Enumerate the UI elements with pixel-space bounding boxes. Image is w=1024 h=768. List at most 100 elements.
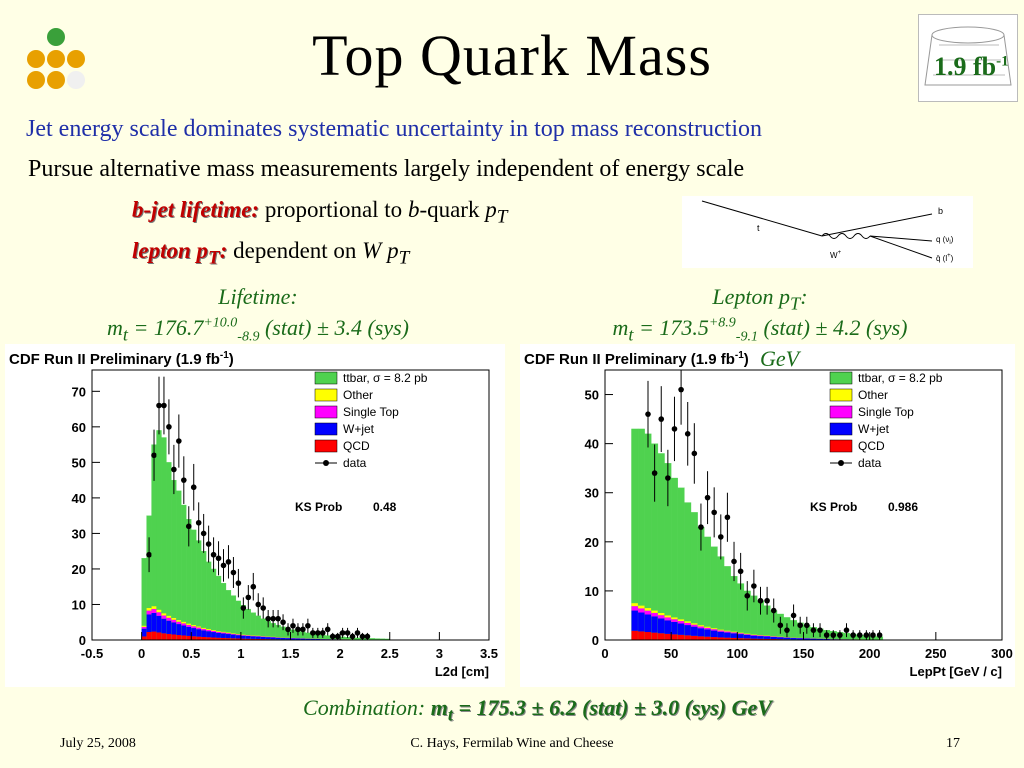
- ttbar-bar: [730, 576, 738, 641]
- qcd-bar: [691, 635, 698, 640]
- ttbar-bar: [201, 551, 207, 641]
- single-top-bar: [146, 610, 152, 615]
- single-top-bar: [211, 630, 217, 633]
- qcd-bar: [161, 633, 167, 640]
- single-top-bar: [186, 624, 192, 627]
- single-top-bar: [704, 627, 711, 630]
- x-tick-label: 0.5: [182, 646, 200, 661]
- lifetime-label: b-jet lifetime:: [132, 197, 260, 222]
- other-bar: [704, 626, 711, 628]
- legend-swatch: [829, 388, 853, 402]
- lepton-pt-mass-unit: GeV: [760, 346, 800, 371]
- data-point: [176, 438, 182, 444]
- single-top-bar: [240, 635, 246, 636]
- wjet-bar: [186, 626, 192, 636]
- data-point: [166, 424, 172, 430]
- data-point: [731, 558, 737, 565]
- other-bar: [671, 617, 678, 620]
- ttbar-bar: [156, 430, 162, 641]
- data-point: [275, 615, 281, 622]
- wjet-bar: [320, 639, 326, 640]
- qcd-bar: [181, 635, 187, 640]
- slide-title: Top Quark Mass: [312, 23, 712, 88]
- ttbar-bar: [710, 546, 718, 641]
- wjet-bar: [790, 638, 797, 640]
- x-tick-label: 2: [337, 646, 344, 661]
- wjet-bar: [245, 636, 251, 639]
- wjet-bar: [697, 628, 705, 637]
- data-point: [810, 627, 817, 633]
- wjet-bar: [216, 632, 222, 638]
- other-bar: [717, 629, 725, 631]
- wjet-bar: [743, 634, 751, 639]
- other-bar: [697, 625, 705, 627]
- data-point: [265, 615, 271, 622]
- single-top-bar: [176, 621, 182, 625]
- qcd-bar: [757, 638, 764, 640]
- data-point: [823, 632, 830, 638]
- data-point: [717, 534, 724, 540]
- wjet-bar: [285, 638, 291, 640]
- legend-label: Single Top: [343, 405, 399, 419]
- data-point: [359, 633, 366, 640]
- wjet-bar: [275, 637, 281, 640]
- single-top-bar: [151, 608, 157, 613]
- qcd-bar: [250, 638, 256, 640]
- other-bar: [186, 623, 192, 625]
- single-top-bar: [664, 617, 672, 621]
- wjet-bar: [325, 639, 331, 640]
- data-point: [235, 580, 242, 586]
- other-bar: [664, 615, 672, 618]
- data-point: [850, 632, 856, 638]
- wjet-bar: [221, 633, 226, 638]
- ttbar-bar: [191, 529, 197, 641]
- qcd-bar: [743, 638, 751, 640]
- other-bar: [191, 625, 197, 627]
- wjet-bar: [710, 630, 718, 638]
- wjet-bar: [816, 638, 824, 640]
- data-point: [830, 632, 837, 638]
- other-bar: [724, 630, 731, 632]
- data-point: [817, 627, 823, 633]
- qcd-bar: [657, 633, 665, 640]
- data-point: [190, 484, 197, 491]
- data-point: [651, 470, 658, 476]
- single-top-bar: [250, 635, 256, 637]
- other-bar: [216, 631, 222, 632]
- legend-label: Other: [343, 388, 373, 402]
- data-point: [250, 583, 257, 590]
- data-point: [285, 626, 291, 633]
- single-top-bar: [724, 631, 731, 633]
- data-point: [744, 593, 751, 599]
- wjet-bar: [141, 628, 147, 637]
- ttbar-bar: [690, 512, 698, 641]
- other-bar: [166, 615, 172, 618]
- data-point: [344, 630, 351, 636]
- ttbar-bar: [737, 583, 745, 641]
- single-top-bar: [657, 615, 665, 619]
- y-tick-label: 70: [72, 384, 86, 399]
- data-point: [691, 450, 698, 457]
- other-bar: [730, 631, 738, 633]
- single-top-bar: [697, 626, 705, 629]
- legend-label: QCD: [858, 439, 885, 453]
- x-tick-label: 0: [138, 646, 145, 661]
- qcd-bar: [196, 636, 202, 640]
- qcd-bar: [151, 631, 157, 640]
- single-top-bar: [638, 608, 645, 613]
- x-tick-label: 3: [436, 646, 443, 661]
- qcd-bar: [171, 634, 177, 640]
- legend-data-marker: [323, 460, 329, 466]
- data-point: [711, 509, 717, 516]
- single-top-bar: [230, 633, 236, 635]
- y-tick-label: 10: [585, 584, 599, 599]
- other-bar: [710, 628, 718, 630]
- y-tick-label: 20: [72, 562, 86, 577]
- wjet-bar: [235, 635, 241, 639]
- single-top-bar: [644, 610, 652, 615]
- plot-header: CDF Run II Preliminary (1.9 fb-1): [524, 350, 749, 368]
- data-point: [215, 555, 222, 562]
- other-bar: [230, 633, 236, 634]
- wjet-bar: [770, 636, 778, 640]
- ttbar-bar: [171, 479, 177, 641]
